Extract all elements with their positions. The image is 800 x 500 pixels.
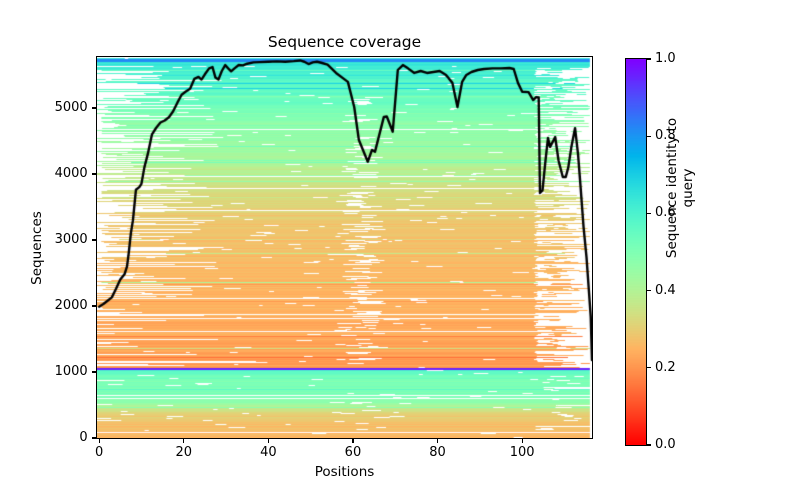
y-tick-mark [91, 305, 96, 307]
colorbar-gradient [626, 59, 646, 445]
x-tick-mark [521, 439, 523, 444]
x-tick-label: 20 [175, 445, 192, 460]
y-tick-label: 1000 [54, 363, 88, 379]
y-tick-label: 5000 [54, 99, 88, 115]
y-tick-label: 2000 [54, 297, 88, 313]
colorbar-tick-mark [647, 58, 652, 60]
y-tick-label: 0 [79, 430, 88, 445]
colorbar-tick-mark [647, 367, 652, 369]
colorbar-tick-label: 0.6 [655, 205, 676, 221]
x-tick-label: 80 [429, 445, 446, 460]
y-tick-mark [91, 239, 96, 241]
x-tick-label: 0 [94, 445, 104, 460]
colorbar-tick-label: 0.2 [655, 359, 676, 375]
colorbar-tick-label: 0.8 [655, 128, 676, 144]
x-tick-label: 40 [260, 445, 277, 460]
colorbar-tick-label: 0.0 [655, 437, 676, 452]
colorbar-tick-mark [647, 444, 652, 446]
colorbar-tick-label: 1.0 [655, 51, 676, 66]
y-tick-mark [91, 437, 96, 439]
colorbar-tick-mark [647, 135, 652, 137]
y-tick-label: 3000 [54, 231, 88, 247]
y-tick-label: 4000 [54, 165, 88, 181]
x-tick-label: 100 [509, 445, 535, 460]
x-tick-mark [352, 439, 354, 444]
colorbar-tick-mark [647, 290, 652, 292]
x-tick-mark [183, 439, 185, 444]
colorbar-tick-mark [647, 212, 652, 214]
x-tick-mark [267, 439, 269, 444]
x-tick-mark [98, 439, 100, 444]
y-tick-mark [91, 173, 96, 175]
x-tick-mark [436, 439, 439, 444]
colorbar-tick-label: 0.4 [655, 282, 676, 298]
y-tick-mark [91, 107, 96, 109]
x-tick-label: 60 [344, 445, 362, 460]
x-axis-label: Positions [314, 464, 375, 480]
y-tick-mark [91, 371, 96, 373]
chart-title: Sequence coverage [267, 33, 422, 51]
msa-heatmap-canvas [97, 57, 592, 438]
